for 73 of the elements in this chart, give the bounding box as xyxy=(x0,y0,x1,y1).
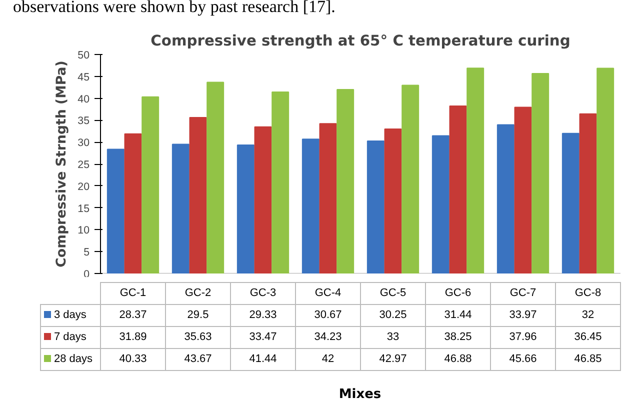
data-label: 35.63 xyxy=(166,326,230,348)
x-tick-label: GC-1 xyxy=(100,282,166,304)
bar xyxy=(562,132,580,274)
y-tick-label: 50 xyxy=(78,50,90,62)
bar xyxy=(466,68,484,274)
data-label: 28.37 xyxy=(100,304,166,326)
x-tick-label: GC-6 xyxy=(426,282,490,304)
x-tick-label: GC-2 xyxy=(166,282,230,304)
bar xyxy=(496,124,514,274)
bar xyxy=(124,133,142,274)
bar xyxy=(384,128,402,274)
data-label: 34.23 xyxy=(296,326,360,348)
x-tick-label: GC-8 xyxy=(556,282,620,304)
bar xyxy=(236,144,254,274)
data-label: 31.44 xyxy=(426,304,490,326)
data-label: 30.67 xyxy=(296,304,360,326)
bar xyxy=(432,135,450,274)
data-label: 30.25 xyxy=(360,304,426,326)
data-label: 42 xyxy=(296,348,360,370)
x-tick-label: GC-7 xyxy=(490,282,556,304)
legend-label: 28 days xyxy=(40,348,100,370)
data-label: 41.44 xyxy=(230,348,296,370)
legend-label: 7 days xyxy=(40,326,100,348)
data-label: 33.97 xyxy=(490,304,556,326)
bar xyxy=(206,82,224,274)
y-axis-title: Compressive Strngth (MPa) xyxy=(54,60,70,268)
y-tick-label: 45 xyxy=(78,71,90,84)
bar xyxy=(336,89,354,274)
y-tick-label: 40 xyxy=(78,93,90,106)
bar xyxy=(172,144,190,274)
x-tick-label: GC-5 xyxy=(360,282,426,304)
bar xyxy=(106,148,124,274)
text: Mixes xyxy=(338,386,382,404)
x-tick-label: GC-4 xyxy=(296,282,360,304)
data-label: 29.33 xyxy=(230,304,296,326)
bar xyxy=(142,96,160,274)
data-label: 40.33 xyxy=(100,348,166,370)
bar xyxy=(189,116,207,274)
data-label: 45.66 xyxy=(490,348,556,370)
data-label: 29.5 xyxy=(166,304,230,326)
data-label: 33 xyxy=(360,326,426,348)
y-tick-label: 5 xyxy=(84,246,90,259)
data-label: 38.25 xyxy=(426,326,490,348)
data-label: 46.85 xyxy=(556,348,620,370)
y-tick-label: 35 xyxy=(78,115,90,128)
data-label: 32 xyxy=(556,304,620,326)
bar xyxy=(514,106,532,274)
y-tick-label: 25 xyxy=(78,159,90,171)
y-tick-label: 30 xyxy=(78,137,90,150)
bar xyxy=(402,84,420,274)
bar xyxy=(579,113,597,274)
bar xyxy=(254,126,272,274)
bar xyxy=(449,105,467,274)
chart-title: Compressive strength at 65° C temperature curing xyxy=(150,32,570,50)
y-tick-label: 10 xyxy=(78,224,90,237)
data-label: 43.67 xyxy=(166,348,230,370)
text: observations were shown by past research [17]. xyxy=(13,0,336,16)
data-label: 36.45 xyxy=(556,326,620,348)
bar xyxy=(532,73,550,274)
data-label: 31.89 xyxy=(100,326,166,348)
data-label: 46.88 xyxy=(426,348,490,370)
data-label: 42.97 xyxy=(360,348,426,370)
y-tick-label: 20 xyxy=(78,180,90,193)
data-label: 37.96 xyxy=(490,326,556,348)
data-label: 33.47 xyxy=(230,326,296,348)
bar xyxy=(319,123,337,274)
bar xyxy=(302,138,320,274)
bar xyxy=(596,68,614,274)
y-tick-label: 15 xyxy=(78,202,90,215)
legend-label: 3 days xyxy=(40,304,100,326)
x-tick-label: GC-3 xyxy=(230,282,296,304)
bar xyxy=(272,91,290,274)
bar xyxy=(366,140,384,274)
